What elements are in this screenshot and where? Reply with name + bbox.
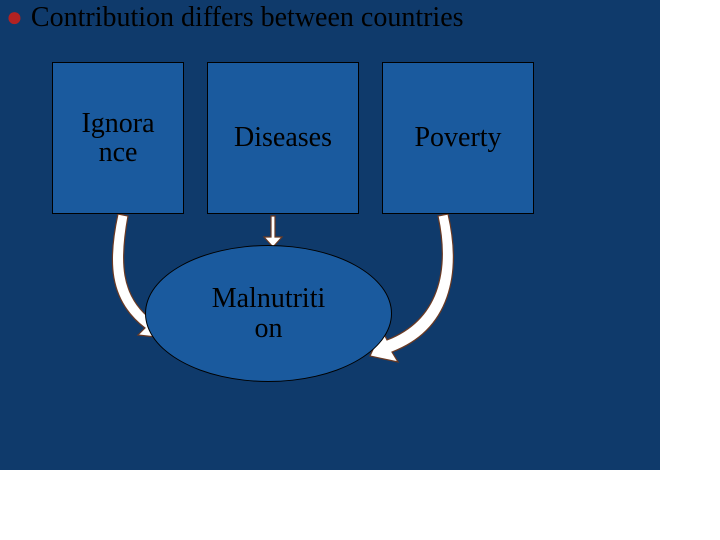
node-diseases-label: Diseases [234,123,332,152]
slide-title-row: ● Contribution differs between countries [6,2,464,34]
node-poverty: Poverty [382,62,534,214]
node-ignorance: Ignorance [52,62,184,214]
node-diseases: Diseases [207,62,359,214]
node-malnutrition-label: Malnutrition [212,284,326,343]
slide-title: Contribution differs between countries [31,2,464,34]
slide: ● Contribution differs between countries… [0,0,720,540]
bullet-icon: ● [6,4,23,32]
node-poverty-label: Poverty [414,123,501,152]
node-ignorance-label: Ignorance [81,109,154,168]
node-malnutrition: Malnutrition [145,245,392,382]
